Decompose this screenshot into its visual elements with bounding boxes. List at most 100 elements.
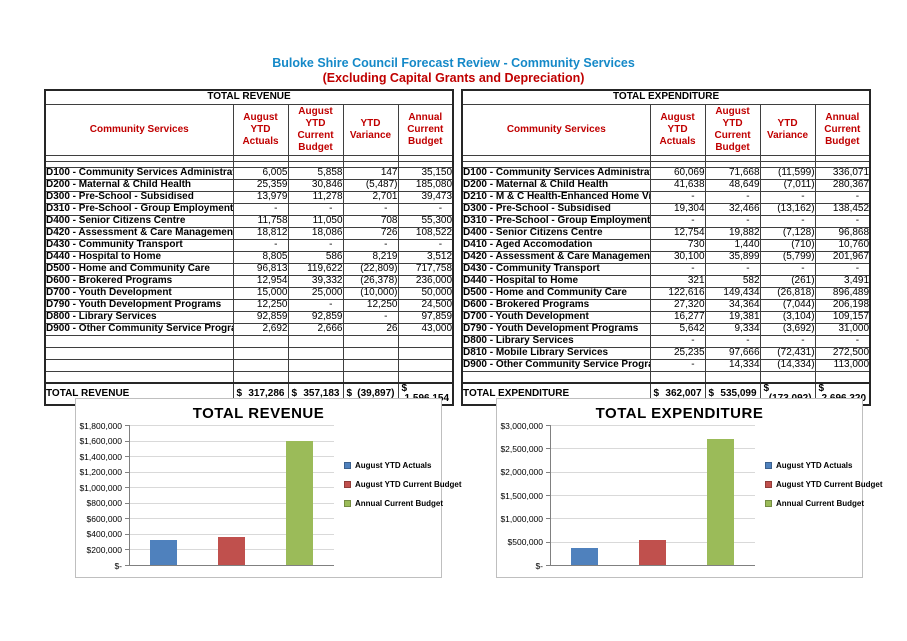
table-row [44, 346, 454, 360]
y-axis-label: $1,200,000 [79, 467, 122, 478]
column-header: August YTD Actuals [232, 103, 289, 156]
gridline [129, 518, 334, 520]
table-row: D440 - Hospital to Home 321 582 (261) 3,491 [461, 274, 871, 288]
cell-value: 26 [342, 322, 399, 336]
y-axis-line [129, 425, 130, 565]
cell-value [287, 334, 344, 348]
cell-value [397, 358, 454, 372]
cell-value: 11,758 [232, 214, 289, 228]
column-header: Annual Current Budget [397, 103, 454, 156]
table-row [44, 334, 454, 348]
cell-value: 5,858 [287, 166, 344, 180]
row-label: D400 - Senior Citizens Centre [461, 226, 651, 240]
axis-tick [546, 518, 550, 520]
cell-value: 10,760 [814, 238, 871, 252]
cell-value: 31,000 [814, 322, 871, 336]
cell-value: - [759, 190, 816, 204]
cell-value: (72,431) [759, 346, 816, 360]
cell-value: 60,069 [649, 166, 706, 180]
table-row: D900 - Other Community Service Programs -… [461, 358, 871, 372]
cell-value: - [287, 298, 344, 312]
cell-value: 35,150 [397, 166, 454, 180]
revenue-chart: TOTAL REVENUE $1,800,000 $1,600,000 $1,400,… [75, 398, 462, 578]
y-axis-label: $800,000 [86, 498, 122, 509]
cell-value [232, 358, 289, 372]
table-title-row: TOTAL REVENUE [44, 89, 454, 105]
gridline [129, 425, 334, 426]
cell-value [342, 346, 399, 360]
legend-swatch [344, 499, 351, 507]
y-axis-label: $1,000,000 [79, 482, 122, 493]
axis-tick [546, 541, 550, 543]
table-row: D400 - Senior Citizens Centre 11,758 11,05… [44, 214, 454, 228]
cell-value: (5,487) [342, 178, 399, 192]
revenue-table: TOTAL REVENUE Community Services August YT… [44, 89, 455, 406]
cell-value: - [342, 202, 399, 216]
cell-value: 71,668 [704, 166, 761, 180]
row-label: D430 - Community Transport [461, 262, 651, 276]
cell-value: 206,198 [814, 298, 871, 312]
cell-value: 896,489 [814, 286, 871, 300]
total-amount: (39,897) [357, 388, 395, 399]
cell-value: - [814, 190, 871, 204]
cell-value: 321 [649, 274, 706, 288]
column-header: August YTD Current Budget [287, 103, 344, 156]
cell-value: - [814, 262, 871, 276]
cell-value [232, 370, 289, 384]
cell-value: 11,050 [287, 214, 344, 228]
legend: August YTD Actuals August YTD Current Bud… [765, 461, 883, 518]
cell-value: 122,616 [649, 286, 706, 300]
axis-tick [546, 448, 550, 450]
axis-tick [125, 518, 129, 520]
cell-value: (7,011) [759, 178, 816, 192]
cell-value: 149,434 [704, 286, 761, 300]
gridline [550, 518, 755, 520]
cell-value: - [397, 238, 454, 252]
cell-value: 14,334 [704, 358, 761, 372]
cell-value: - [704, 334, 761, 348]
currency-symbol: $ [346, 388, 353, 399]
y-axis-line [550, 425, 551, 565]
cell-value: (5,799) [759, 250, 816, 264]
table-row [461, 370, 871, 384]
table-row: D310 - Pre-School - Group Employment - - - - [44, 202, 454, 216]
table-title-row: TOTAL EXPENDITURE [461, 89, 871, 105]
cell-value: 11,278 [287, 190, 344, 204]
cell-value: 280,367 [814, 178, 871, 192]
row-label: D410 - Aged Accomodation [461, 238, 651, 252]
table-row: D410 - Aged Accomodation 730 1,440 (710) 10,… [461, 238, 871, 252]
cell-value: - [649, 262, 706, 276]
cell-value: 24,500 [397, 298, 454, 312]
cell-value: 19,381 [704, 310, 761, 324]
table-header-row: Community Services August YTD Actuals Augu… [44, 103, 454, 156]
column-header: August YTD Current Budget [704, 103, 761, 156]
cell-value: (710) [759, 238, 816, 252]
table-row: D430 - Community Transport - - - - [461, 262, 871, 276]
table-row: D100 - Community Services Administration… [461, 166, 871, 180]
column-header: YTD Variance [342, 103, 399, 156]
row-label [44, 358, 234, 372]
legend-item: August YTD Current Budget [765, 480, 883, 489]
table-row: D200 - Maternal & Child Health 41,638 48,6… [461, 178, 871, 192]
cell-value [397, 334, 454, 348]
bar [218, 537, 245, 565]
axis-tick [125, 533, 129, 535]
legend-label: August YTD Current Budget [355, 479, 462, 489]
cell-value: 3,491 [814, 274, 871, 288]
cell-value: 18,086 [287, 226, 344, 240]
legend-label: August YTD Actuals [355, 460, 432, 470]
cell-value: 18,812 [232, 226, 289, 240]
cell-value: 2,666 [287, 322, 344, 336]
cell-value: 92,859 [287, 310, 344, 324]
currency-symbol: $ [708, 388, 715, 399]
cell-value: 34,364 [704, 298, 761, 312]
bar [286, 440, 314, 565]
cell-value: 48,649 [704, 178, 761, 192]
row-label: D500 - Home and Community Care [461, 286, 651, 300]
cell-value: - [814, 334, 871, 348]
cell-value: 1,440 [704, 238, 761, 252]
cell-value: 39,473 [397, 190, 454, 204]
cell-value: 6,005 [232, 166, 289, 180]
cell-value: 708 [342, 214, 399, 228]
gridline [550, 471, 755, 473]
